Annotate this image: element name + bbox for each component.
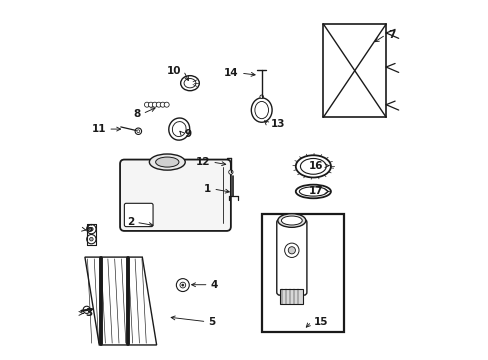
Text: 12: 12	[195, 157, 210, 167]
Ellipse shape	[168, 118, 189, 140]
Text: 1: 1	[203, 184, 211, 194]
Ellipse shape	[254, 102, 268, 119]
Circle shape	[164, 102, 169, 107]
Ellipse shape	[180, 76, 199, 91]
Text: 16: 16	[308, 161, 323, 171]
Circle shape	[156, 102, 161, 107]
Text: 13: 13	[270, 120, 285, 129]
Circle shape	[180, 282, 185, 288]
Text: 3: 3	[85, 309, 92, 318]
Ellipse shape	[251, 98, 271, 122]
Circle shape	[86, 225, 96, 234]
Ellipse shape	[172, 122, 186, 136]
Circle shape	[176, 279, 189, 292]
Text: 8: 8	[133, 109, 140, 119]
Ellipse shape	[281, 216, 302, 225]
Circle shape	[83, 306, 90, 314]
Polygon shape	[85, 257, 156, 345]
Ellipse shape	[299, 187, 326, 196]
Text: 11: 11	[91, 124, 106, 134]
Circle shape	[135, 128, 142, 134]
Text: 15: 15	[313, 317, 327, 327]
Bar	[280, 289, 303, 304]
Text: 6: 6	[85, 225, 92, 234]
Circle shape	[260, 95, 263, 99]
FancyBboxPatch shape	[120, 159, 230, 231]
Circle shape	[137, 130, 140, 133]
Text: 17: 17	[308, 186, 323, 197]
Ellipse shape	[155, 157, 179, 167]
Bar	[261, 214, 344, 332]
Circle shape	[228, 170, 233, 174]
Text: 5: 5	[208, 317, 215, 327]
Text: 14: 14	[224, 68, 238, 78]
Text: 4: 4	[210, 280, 218, 290]
FancyBboxPatch shape	[124, 203, 153, 226]
Circle shape	[89, 237, 93, 241]
Circle shape	[160, 102, 165, 107]
Ellipse shape	[295, 185, 330, 198]
Circle shape	[284, 243, 298, 257]
Text: 9: 9	[184, 129, 191, 139]
Circle shape	[89, 227, 93, 231]
Ellipse shape	[277, 214, 305, 227]
Circle shape	[148, 102, 153, 107]
FancyBboxPatch shape	[276, 220, 306, 295]
Ellipse shape	[183, 78, 196, 88]
Circle shape	[287, 247, 295, 254]
Circle shape	[86, 234, 96, 244]
Text: 2: 2	[126, 217, 134, 227]
Ellipse shape	[149, 154, 185, 170]
Circle shape	[144, 102, 149, 107]
Circle shape	[152, 102, 157, 107]
Ellipse shape	[295, 155, 330, 177]
Ellipse shape	[300, 158, 325, 174]
Circle shape	[182, 284, 183, 286]
Text: 7: 7	[387, 30, 394, 40]
Text: 10: 10	[166, 66, 181, 76]
